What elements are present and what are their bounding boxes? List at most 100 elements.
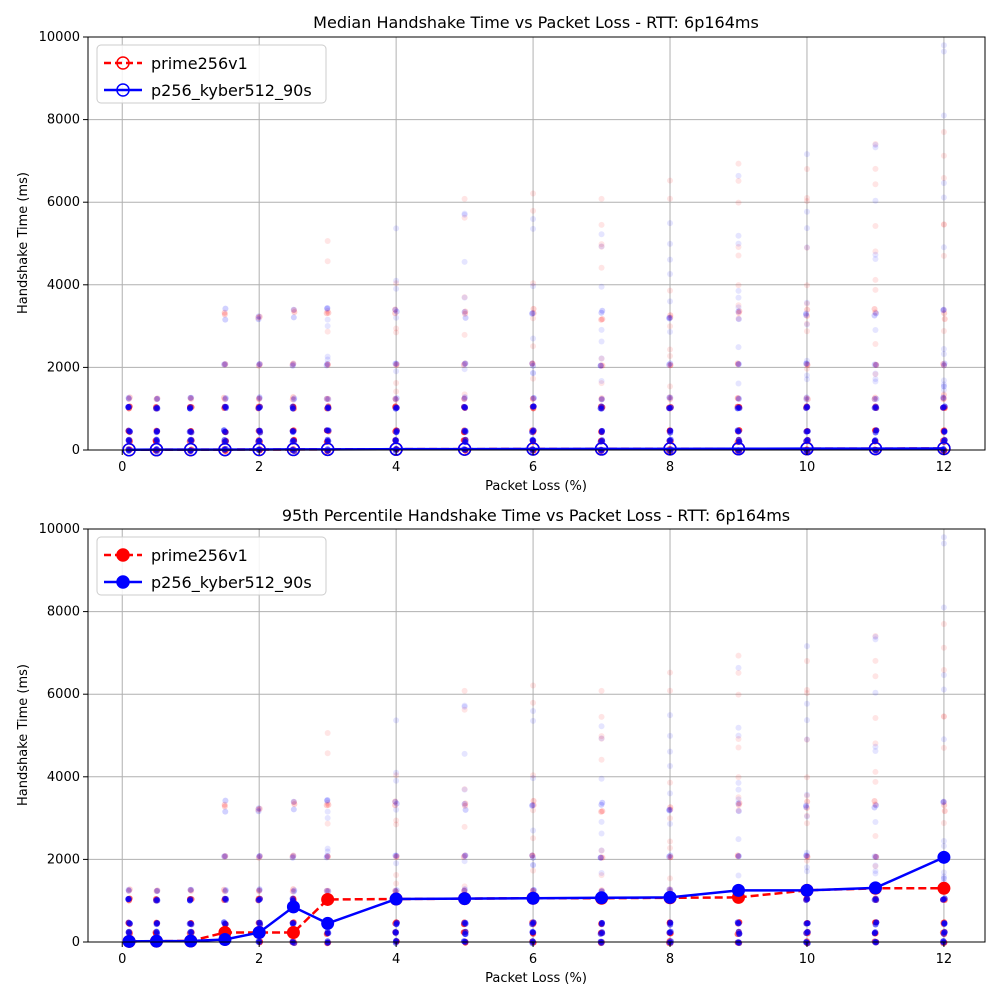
- sample-point: [461, 706, 468, 713]
- sample-point: [803, 868, 810, 875]
- p95-p256_kyber512_90s-point: [389, 892, 403, 906]
- sample-point: [940, 604, 947, 611]
- sample-point: [530, 827, 537, 834]
- sample-point: [221, 361, 228, 368]
- sample-point: [598, 847, 605, 854]
- sample-point: [255, 316, 262, 323]
- sample-point: [530, 772, 537, 779]
- sample-point: [666, 315, 673, 322]
- sample-point: [324, 848, 331, 855]
- sample-point: [940, 644, 947, 651]
- sample-point: [393, 280, 400, 287]
- sample-point: [222, 797, 229, 804]
- sample-point: [392, 396, 399, 403]
- sample-point: [530, 375, 537, 382]
- sample-point: [392, 310, 399, 317]
- sample-point: [940, 383, 947, 390]
- sample-point: [667, 427, 674, 434]
- p95-p256_kyber512_90s-point: [286, 900, 300, 914]
- sample-point: [872, 740, 879, 747]
- sample-point: [530, 207, 537, 214]
- sample-point: [598, 195, 605, 202]
- sample-point: [186, 428, 193, 435]
- sample-point: [289, 888, 296, 895]
- y-tick-label: 0: [72, 443, 80, 458]
- sample-point: [255, 888, 262, 895]
- sample-point: [598, 316, 605, 323]
- sample-point: [803, 791, 810, 798]
- sample-point: [940, 252, 947, 259]
- sample-point: [803, 360, 810, 367]
- sample-point: [871, 804, 878, 811]
- sample-point: [666, 807, 673, 814]
- median-p256_kyber512_90s-point: [457, 442, 472, 456]
- p95-scatter-points: [125, 534, 948, 947]
- sample-point: [153, 928, 160, 935]
- sample-point: [804, 798, 811, 805]
- sample-point: [324, 361, 331, 368]
- sample-point: [462, 404, 469, 411]
- sample-point: [461, 886, 468, 893]
- p95-plot-frame: [87, 528, 986, 943]
- sample-point: [599, 799, 606, 806]
- sample-point: [803, 428, 810, 435]
- sample-point: [530, 403, 537, 410]
- sample-point: [461, 214, 468, 221]
- sample-point: [598, 396, 605, 403]
- sample-point: [803, 372, 810, 379]
- sample-point: [392, 306, 399, 313]
- y-tick-label: 0: [72, 935, 80, 950]
- sample-point: [667, 854, 674, 861]
- sample-point: [222, 361, 229, 368]
- sample-point: [667, 732, 674, 739]
- sample-point: [940, 837, 947, 844]
- sample-point: [291, 801, 298, 808]
- sample-point: [735, 801, 742, 808]
- sample-point: [125, 887, 132, 894]
- sample-point: [803, 405, 810, 412]
- sample-point: [872, 394, 879, 401]
- sample-point: [154, 887, 161, 894]
- sample-point: [154, 896, 161, 903]
- x-tick-label: 2: [255, 460, 263, 475]
- sample-point: [324, 438, 331, 445]
- sample-point: [667, 762, 674, 769]
- sample-point: [323, 362, 330, 369]
- sample-point: [803, 717, 810, 724]
- sample-point: [735, 724, 742, 731]
- sample-point: [940, 540, 947, 547]
- sample-point: [803, 689, 810, 696]
- sample-point: [736, 308, 743, 315]
- sample-point: [461, 702, 468, 709]
- sample-point: [940, 843, 947, 850]
- sample-point: [461, 394, 468, 401]
- sample-point: [873, 427, 880, 434]
- sample-point: [393, 777, 400, 784]
- sample-point: [530, 427, 537, 434]
- sample-point: [667, 820, 674, 827]
- sample-point: [392, 306, 399, 313]
- sample-point: [221, 853, 228, 860]
- median-ticks: 0 2 4 6 8 10 12 0 2000 4000 6000 8000 10000: [39, 30, 953, 475]
- sample-point: [872, 286, 879, 293]
- sample-point: [735, 360, 742, 367]
- median-plot-frame: [87, 36, 986, 451]
- sample-point: [462, 308, 469, 315]
- sample-point: [940, 383, 947, 390]
- p95-p256_kyber512_90s-point: [526, 891, 540, 905]
- x-tick-label: 0: [118, 460, 126, 475]
- sample-point: [289, 920, 296, 927]
- p95-chart: 0 2 4 6 8 10 12 0 2000 4000 6000 8000 10000 95th Per…: [16, 506, 986, 986]
- sample-point: [872, 251, 879, 258]
- sample-point: [598, 687, 605, 694]
- sample-point: [940, 306, 947, 313]
- sample-point: [323, 395, 330, 402]
- sample-point: [735, 361, 742, 368]
- sample-point: [393, 380, 400, 387]
- sample-point: [872, 378, 879, 385]
- x-tick-label: 10: [799, 952, 816, 967]
- sample-point: [256, 853, 263, 860]
- sample-point: [941, 362, 948, 369]
- sample-point: [667, 815, 674, 822]
- legend-label: p256_kyber512_90s: [151, 573, 312, 593]
